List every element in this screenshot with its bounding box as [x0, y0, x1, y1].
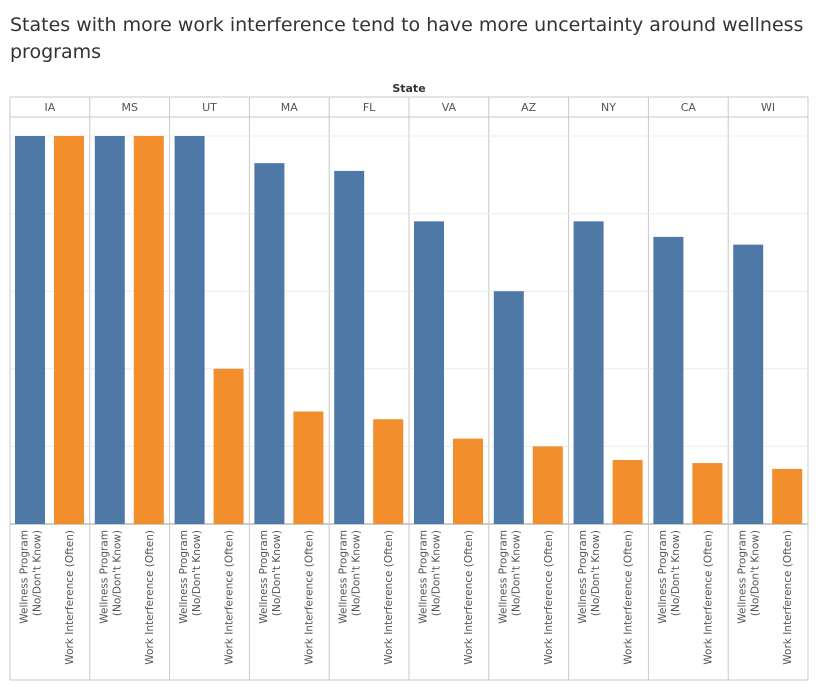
- chart-title: States with more work interference tend …: [10, 14, 804, 63]
- bar-ms-wellness-program: [94, 136, 125, 524]
- measure-label-ms-wellness-program: Wellness Program: [98, 530, 110, 624]
- measure-label-ms-work-interference: Work Interference (Often): [144, 530, 156, 665]
- state-header-az: AZ: [521, 101, 537, 114]
- measure-label-fl-wellness-program: Wellness Program: [338, 530, 350, 624]
- bar-fl-wellness-program: [334, 170, 365, 525]
- measure-label-ca-wellness-program: (No/Don't Know): [670, 530, 682, 616]
- bar-fl-work-interference: [373, 419, 404, 524]
- measure-label-ut-wellness-program: Wellness Program: [178, 530, 190, 624]
- bar-ms-work-interference: [133, 136, 164, 524]
- measure-label-ma-wellness-program: Wellness Program: [258, 530, 270, 624]
- bar-ia-work-interference: [54, 136, 84, 524]
- measure-label-va-work-interference: Work Interference (Often): [463, 530, 475, 665]
- measure-label-wi-work-interference: Work Interference (Often): [782, 530, 794, 665]
- bar-va-work-interference: [453, 438, 483, 524]
- measure-label-ia-wellness-program: (No/Don't Know): [32, 530, 44, 616]
- state-header-ma: MA: [281, 101, 298, 114]
- measure-label-ia-work-interference: Work Interference (Often): [64, 530, 76, 665]
- state-header-ms: MS: [121, 101, 137, 114]
- measure-label-ny-wellness-program: Wellness Program: [577, 530, 589, 624]
- measure-labels: Wellness Program (No/Don't Know) Work Inte…: [19, 530, 795, 665]
- bar-ca-work-interference: [692, 463, 723, 524]
- bar-wi-work-interference: [772, 468, 803, 524]
- bar-ia-wellness-program: [15, 136, 45, 524]
- state-header-wi: WI: [761, 101, 775, 114]
- state-header-ca: CA: [681, 101, 697, 114]
- measure-label-fl-work-interference: Work Interference (Often): [383, 530, 395, 665]
- bar-ny-wellness-program: [573, 221, 604, 525]
- measure-label-az-wellness-program: (No/Don't Know): [510, 530, 522, 616]
- bar-ut-work-interference: [213, 368, 244, 524]
- measure-label-ma-wellness-program: (No/Don't Know): [271, 530, 283, 616]
- measure-label-ny-wellness-program: (No/Don't Know): [590, 530, 602, 616]
- measure-label-wi-wellness-program: (No/Don't Know): [750, 530, 762, 616]
- bar-va-wellness-program: [414, 221, 444, 525]
- bar-wi-wellness-program: [733, 244, 764, 524]
- measure-label-ma-work-interference: Work Interference (Often): [303, 530, 315, 665]
- state-header-fl: FL: [363, 101, 376, 114]
- bar-az-work-interference: [532, 446, 563, 524]
- bar-ma-wellness-program: [254, 163, 285, 524]
- measure-label-az-work-interference: Work Interference (Often): [543, 530, 555, 665]
- bar-az-wellness-program: [493, 291, 524, 524]
- state-header-ut: UT: [202, 101, 217, 114]
- measure-label-ca-wellness-program: Wellness Program: [657, 530, 669, 624]
- measure-label-wi-wellness-program: Wellness Program: [737, 530, 749, 624]
- state-header-ny: NY: [601, 101, 616, 114]
- measure-label-ia-wellness-program: Wellness Program: [19, 530, 31, 624]
- measure-label-ut-wellness-program: (No/Don't Know): [191, 530, 203, 616]
- measure-label-az-wellness-program: Wellness Program: [497, 530, 509, 624]
- bars: [15, 136, 803, 525]
- measure-label-va-wellness-program: (No/Don't Know): [431, 530, 443, 616]
- state-header-va: VA: [442, 101, 457, 114]
- state-header-ia: IA: [45, 101, 56, 114]
- column-group-header: State: [392, 82, 425, 95]
- measure-label-ny-work-interference: Work Interference (Often): [623, 530, 635, 665]
- measure-label-ut-work-interference: Work Interference (Often): [224, 530, 236, 665]
- state-headers: IA MS UT MA FL VA AZ NY CA WI: [45, 101, 776, 114]
- measure-label-ca-work-interference: Work Interference (Often): [702, 530, 714, 665]
- bar-ut-wellness-program: [174, 136, 205, 524]
- chart-frame: [9, 96, 809, 681]
- measure-label-fl-wellness-program: (No/Don't Know): [351, 530, 363, 616]
- bar-ca-wellness-program: [653, 236, 684, 524]
- bar-ma-work-interference: [293, 411, 324, 524]
- measure-label-ms-wellness-program: (No/Don't Know): [111, 530, 123, 616]
- measure-label-va-wellness-program: Wellness Program: [418, 530, 430, 624]
- bar-ny-work-interference: [612, 459, 643, 524]
